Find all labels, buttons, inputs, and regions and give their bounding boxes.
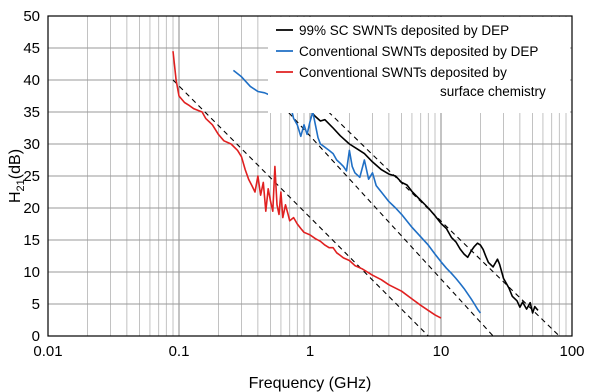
legend-label: 99% SC SWNTs deposited by DEP: [299, 23, 509, 38]
y-tick-label: 25: [23, 168, 40, 185]
y-tick-label: 0: [32, 328, 40, 345]
x-tick-labels: 0.01 0.1 1 10 100: [33, 343, 584, 360]
x-axis-title: Frequency (GHz): [249, 375, 372, 392]
y-tick-label: 30: [23, 136, 40, 153]
legend-label: Conventional SWNTs deposited by DEP: [299, 44, 538, 59]
legend-label: Conventional SWNTs deposited by surface c…: [299, 65, 546, 99]
x-tick-label: 0.1: [169, 343, 190, 360]
y-tick-label: 20: [23, 200, 40, 217]
plot-frame: [47, 15, 573, 337]
y-tick-label: 15: [23, 232, 40, 249]
x-tick-label: 1: [306, 343, 314, 360]
x-tick-label: 0.01: [33, 343, 62, 360]
y-tick-labels: 0 5 10 15 20 25 30 35 40 45 50: [23, 8, 40, 345]
x-tick-label: 100: [559, 343, 584, 360]
y-axis-title-main: H: [7, 191, 24, 203]
y-tick-label: 50: [23, 8, 40, 25]
y-tick-label: 5: [32, 296, 40, 313]
y-tick-label: 45: [23, 40, 40, 57]
y-axis-title: H21(dB): [7, 149, 27, 203]
fit-line: [315, 98, 560, 337]
y-tick-label: 10: [23, 264, 40, 281]
y-tick-label: 35: [23, 104, 40, 121]
series-line-1: [275, 69, 539, 314]
y-axis-title-unit: (dB): [7, 149, 24, 179]
y-tick-label: 40: [23, 72, 40, 89]
x-tick-label: 10: [433, 343, 450, 360]
legend-background: [268, 17, 570, 113]
chart-grid: [48, 16, 572, 336]
y-axis-title-subscript: 21: [15, 179, 27, 191]
series-line-3: [172, 51, 442, 319]
legend: 99% SC SWNTs deposited by DEP Conventiona…: [268, 17, 570, 113]
fit-line: [172, 79, 429, 337]
